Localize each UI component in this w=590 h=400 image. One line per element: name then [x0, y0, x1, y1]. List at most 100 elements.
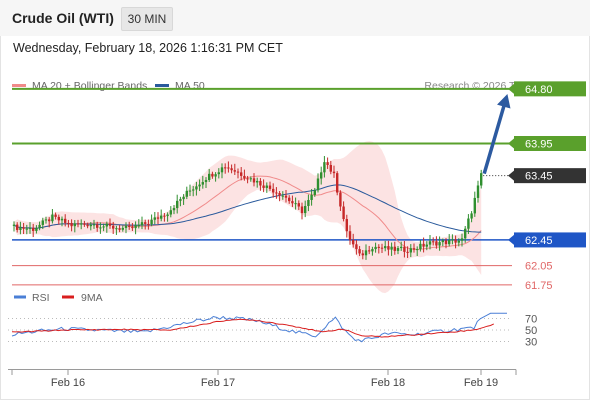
candle-body — [396, 248, 400, 251]
candle-body — [86, 224, 89, 227]
candle-body — [236, 171, 240, 173]
candle-body — [281, 195, 284, 197]
candle-body — [464, 228, 467, 239]
level-label-62.05: 62.05 — [525, 261, 553, 273]
candle-body — [300, 206, 304, 214]
candle-body — [70, 223, 73, 227]
candle-body — [310, 194, 313, 200]
candle-body — [246, 178, 249, 180]
level-label-61.75: 61.75 — [525, 280, 553, 292]
rsi-line — [11, 312, 507, 343]
candle-body — [57, 216, 60, 221]
level-tag-63.95 — [514, 136, 586, 151]
legend-swatch-ma20 — [12, 83, 26, 87]
candle-body — [448, 240, 451, 245]
candle-body — [160, 215, 163, 219]
x-tick-label: Feb 16 — [51, 377, 85, 389]
candle-body — [179, 199, 182, 201]
candle-body — [105, 223, 108, 227]
candle-body — [387, 246, 390, 250]
candle-body — [259, 180, 262, 186]
candle-body — [371, 249, 374, 252]
candle-body — [147, 223, 150, 225]
candle-body — [339, 192, 342, 207]
legend-swatch-rsi — [14, 295, 26, 299]
level-tag-pointer-63.95 — [508, 138, 514, 149]
candle-body — [227, 167, 230, 169]
candle-body — [342, 206, 345, 220]
candle-body — [12, 224, 16, 226]
candle-body — [368, 250, 371, 252]
candle-body — [470, 213, 473, 219]
candle-body — [185, 190, 188, 197]
candle-body — [76, 223, 80, 225]
candle-body — [35, 228, 38, 231]
candle-body — [80, 223, 83, 225]
ma50-line — [13, 184, 482, 233]
candle-body — [422, 243, 425, 247]
rsi-ma-line — [11, 318, 495, 338]
candle-body — [249, 178, 252, 180]
candle-body — [51, 214, 54, 222]
level-tag-pointer-63.45 — [508, 170, 514, 181]
candle-body — [265, 185, 268, 188]
candle-body — [278, 193, 281, 196]
candle-body — [313, 190, 316, 195]
candle-body — [137, 225, 140, 227]
candle-body — [128, 225, 131, 227]
candle-body — [291, 201, 294, 204]
candle-body — [425, 244, 428, 247]
candle-body — [332, 171, 336, 174]
candle-body — [320, 172, 323, 179]
candle-body — [163, 215, 166, 217]
candle-body — [323, 162, 326, 173]
candle-body — [224, 167, 227, 169]
x-tick-label: Feb 18 — [371, 377, 405, 389]
level-label-62.45: 62.45 — [525, 235, 553, 247]
candle-body — [454, 239, 457, 243]
chart-header: Crude Oil (WTI) 30 MIN — [0, 0, 590, 36]
candle-body — [355, 244, 358, 250]
candle-body — [403, 246, 406, 252]
candle-body — [288, 197, 291, 202]
candle-body — [428, 241, 432, 245]
candle-body — [348, 231, 352, 241]
candle-body — [19, 227, 22, 230]
candle-body — [377, 246, 380, 248]
candle-body — [134, 225, 137, 229]
candle-body — [284, 195, 288, 198]
rsi-level-label: 70 — [525, 314, 537, 326]
candle-body — [345, 219, 348, 232]
forecast-arrow — [482, 98, 508, 175]
candle-body — [374, 246, 377, 250]
candle-body — [268, 185, 272, 189]
candle-body — [390, 246, 393, 250]
timeframe-badge[interactable]: 30 MIN — [121, 7, 173, 31]
candle-body — [409, 248, 412, 253]
candle-body — [444, 240, 448, 245]
candle-body — [96, 224, 99, 228]
candle-body — [217, 172, 220, 175]
candle-body — [188, 190, 192, 192]
candle-body — [64, 218, 67, 223]
candle-body — [243, 175, 246, 179]
candle-body — [336, 173, 339, 193]
level-tag-64.80 — [514, 81, 586, 97]
candle-body — [473, 197, 476, 214]
candle-body — [214, 174, 217, 177]
candle-body — [467, 218, 470, 229]
instrument-title: Crude Oil (WTI) — [12, 10, 114, 26]
candle-body — [451, 239, 454, 241]
level-tag-pointer-64.80 — [508, 83, 514, 94]
candle-body — [406, 251, 409, 253]
level-tag-pointer-62.45 — [508, 234, 514, 245]
candle-body — [358, 249, 361, 254]
candle-body — [211, 173, 214, 177]
level-label-63.95: 63.95 — [525, 139, 553, 151]
candle-body — [316, 178, 320, 191]
rsi-level-label: 50 — [525, 325, 537, 337]
candle-body — [275, 192, 278, 194]
candle-body — [121, 227, 124, 230]
candle-body — [89, 224, 92, 227]
